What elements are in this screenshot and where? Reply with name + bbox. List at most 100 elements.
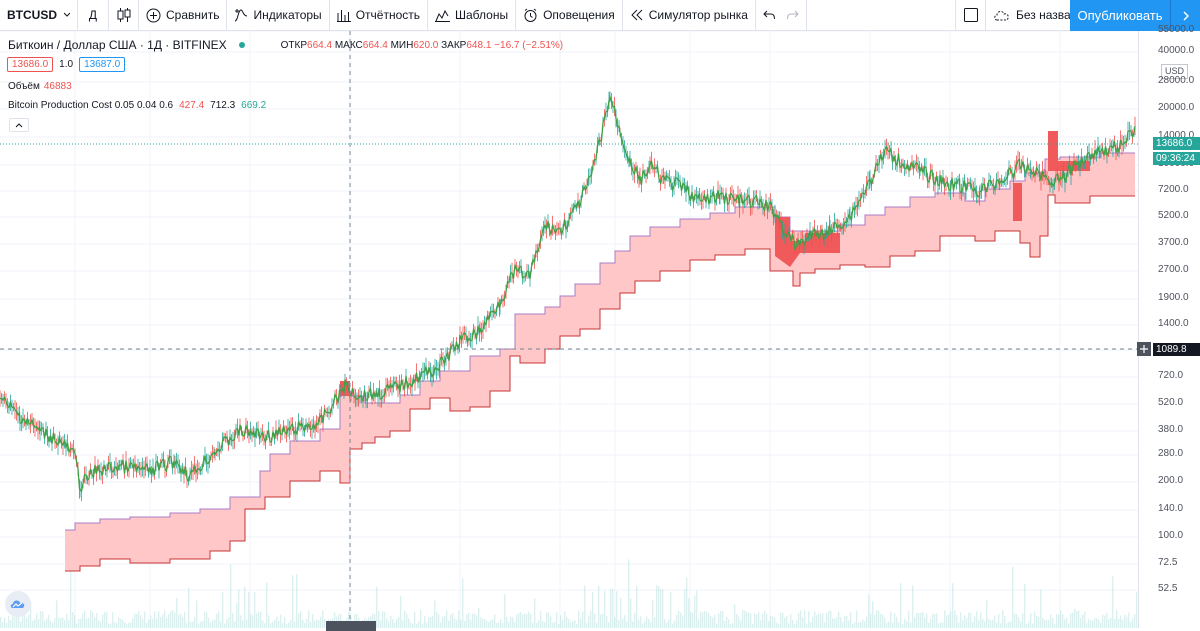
volume-bar bbox=[1104, 615, 1106, 628]
volume-bar bbox=[200, 621, 202, 628]
volume-bar bbox=[232, 612, 234, 628]
volume-bar bbox=[736, 613, 738, 628]
volume-bar bbox=[140, 615, 142, 628]
volume-bar bbox=[192, 621, 194, 628]
templates-button[interactable]: Шаблоны bbox=[428, 0, 517, 31]
volume-bar bbox=[950, 611, 952, 628]
volume-bar bbox=[720, 610, 722, 628]
interval-button[interactable]: Д bbox=[78, 0, 109, 31]
volume-bar bbox=[450, 614, 452, 628]
volume-bar bbox=[156, 618, 158, 628]
series-title[interactable]: Биткоин / Доллар США · 1Д · BITFINEX bbox=[8, 38, 227, 52]
volume-bar bbox=[994, 615, 996, 628]
volume-bar bbox=[1132, 618, 1134, 628]
volume-bar bbox=[982, 618, 984, 628]
volume-bar bbox=[498, 622, 500, 628]
indicators-button[interactable]: Индикаторы bbox=[227, 0, 330, 31]
volume-bar bbox=[928, 622, 930, 628]
volume-bar bbox=[122, 619, 124, 628]
volume-bar bbox=[710, 616, 712, 628]
volume-bar bbox=[990, 620, 992, 628]
volume-bar bbox=[830, 610, 832, 628]
volume-bar bbox=[1110, 617, 1112, 628]
last-price-tag: 13686.0 bbox=[1153, 137, 1200, 150]
volume-bar bbox=[1108, 619, 1110, 628]
chart-pane[interactable] bbox=[0, 31, 1138, 628]
volume-bar bbox=[658, 586, 660, 628]
volume-bar bbox=[630, 598, 632, 628]
volume-bar bbox=[214, 619, 216, 628]
volume-bar bbox=[824, 622, 826, 628]
volume-bar bbox=[1066, 617, 1068, 628]
sell-price-button[interactable]: 13686.0 bbox=[7, 57, 54, 72]
indicator-name[interactable]: Bitcoin Production Cost 0.05 0.04 0.6 bbox=[8, 100, 174, 111]
band-lower-line bbox=[65, 194, 1135, 572]
volume-bar bbox=[874, 614, 876, 628]
volume-bar bbox=[942, 622, 944, 628]
cloud-icon bbox=[994, 11, 1009, 21]
volume-bar bbox=[316, 619, 318, 628]
cloud-logo-icon bbox=[10, 600, 25, 608]
volume-bar bbox=[916, 612, 918, 628]
chevron-up-icon bbox=[15, 122, 23, 127]
price-tick-label: 100.0 bbox=[1158, 530, 1184, 541]
volume-bar bbox=[24, 609, 26, 628]
redo-icon[interactable] bbox=[786, 10, 799, 20]
legend-collapse-button[interactable] bbox=[9, 118, 29, 132]
volume-bar bbox=[244, 586, 246, 628]
volume-bar bbox=[260, 611, 262, 628]
publish-button[interactable]: Опубликовать bbox=[1070, 0, 1170, 31]
reports-button[interactable]: Отчётность bbox=[330, 0, 428, 31]
chevron-right-icon bbox=[1182, 10, 1189, 21]
price-tick-label: 1900.0 bbox=[1158, 292, 1189, 303]
volume-bar bbox=[38, 619, 40, 628]
volume-bar bbox=[152, 618, 154, 628]
undo-icon[interactable] bbox=[763, 10, 776, 20]
tradingview-logo[interactable] bbox=[5, 591, 31, 617]
volume-bar bbox=[8, 615, 10, 628]
price-tick-label: 52.5 bbox=[1158, 583, 1178, 594]
volume-bar bbox=[714, 614, 716, 628]
volume-bar bbox=[506, 616, 508, 628]
volume-bar bbox=[854, 621, 856, 628]
volume-bar bbox=[390, 615, 392, 628]
volume-label[interactable]: Объём bbox=[8, 81, 40, 92]
volume-bar bbox=[1000, 623, 1002, 628]
price-chart[interactable] bbox=[0, 31, 1138, 628]
volume-bar bbox=[220, 620, 222, 628]
volume-bar bbox=[576, 623, 578, 628]
volume-bar bbox=[1118, 618, 1120, 628]
symbol-search-button[interactable]: BTCUSD bbox=[0, 0, 78, 31]
volume-bar bbox=[254, 592, 256, 628]
buy-price-button[interactable]: 13687.0 bbox=[79, 57, 126, 72]
volume-bar bbox=[742, 610, 744, 628]
volume-bar bbox=[664, 619, 666, 628]
volume-bar bbox=[554, 621, 556, 628]
alerts-button[interactable]: Оповещения bbox=[516, 0, 623, 31]
volume-bar bbox=[1070, 612, 1072, 628]
replay-button[interactable]: Симулятор рынка bbox=[623, 0, 756, 31]
price-tick-label: 140.0 bbox=[1158, 503, 1184, 514]
volume-bar bbox=[266, 582, 268, 628]
volume-bar bbox=[1130, 621, 1132, 628]
currency-label[interactable]: USD bbox=[1161, 64, 1189, 79]
multi-layout-button[interactable] bbox=[956, 0, 986, 31]
volume-bar bbox=[504, 594, 506, 628]
toolbar-spacer bbox=[807, 0, 956, 31]
volume-bar bbox=[208, 618, 210, 628]
volume-bar bbox=[264, 623, 266, 628]
volume-bar bbox=[90, 610, 92, 628]
volume-bar bbox=[474, 613, 476, 628]
compare-button[interactable]: Сравнить bbox=[139, 0, 228, 31]
volume-bar bbox=[798, 612, 800, 628]
volume-bar bbox=[238, 589, 240, 628]
volume-bar bbox=[1076, 610, 1078, 628]
volume-bar bbox=[92, 611, 94, 628]
volume-bar bbox=[1002, 610, 1004, 628]
price-axis[interactable]: USD 55000.040000.028000.020000.014000.01… bbox=[1138, 24, 1200, 628]
price-tick-label: 2700.0 bbox=[1158, 264, 1189, 275]
volume-bar bbox=[258, 611, 260, 628]
chart-type-button[interactable] bbox=[109, 0, 139, 31]
publish-menu-button[interactable] bbox=[1170, 0, 1200, 31]
crosshair-plus-icon[interactable] bbox=[1137, 342, 1151, 356]
